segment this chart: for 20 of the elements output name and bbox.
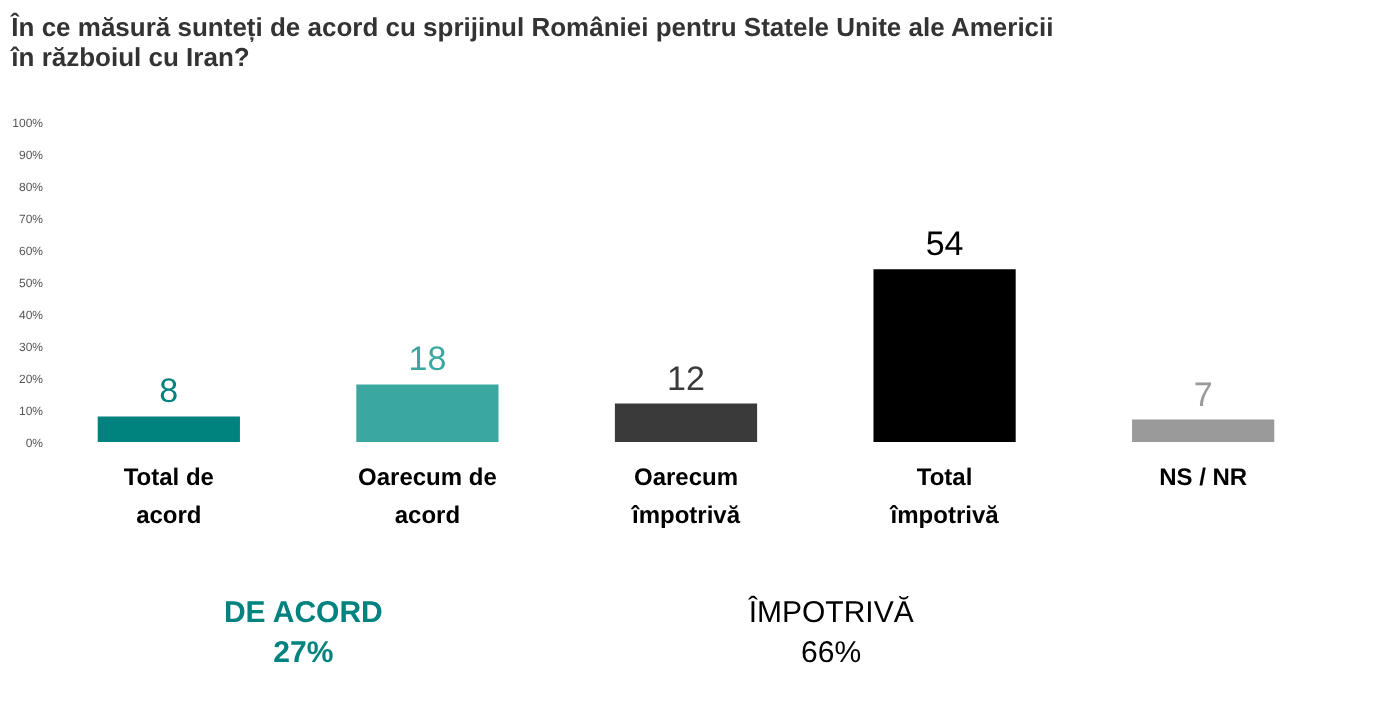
text: ÎMPOTRIVĂ (746, 594, 914, 630)
data-label: 12 (667, 359, 705, 398)
bar (97, 416, 240, 442)
data-label: 54 (925, 225, 964, 264)
x-tick-label: Total de acord (123, 463, 215, 529)
x-tick-label: Total împotrivă (888, 463, 1000, 529)
data-label: 18 (408, 340, 447, 379)
text: 27% (273, 636, 334, 670)
text: DE ACORD (223, 596, 384, 630)
x-tick-label: Oarecum de acord (358, 463, 498, 529)
bar (873, 269, 1016, 442)
x-tick-label: NS / NR (1159, 463, 1248, 491)
text: 66% (801, 636, 862, 670)
chart-title: În ce măsură sunteți de acord cu sprijinul României pentru Statele Unite ale Americii în războiul cu Iran? (9, 12, 1054, 72)
bar (614, 403, 758, 442)
data-label: 8 (159, 372, 179, 411)
data-label: 7 (1193, 375, 1213, 414)
x-tick-label: Oarecum împotrivă (629, 463, 741, 529)
bar (356, 384, 499, 442)
bar (1132, 419, 1275, 442)
